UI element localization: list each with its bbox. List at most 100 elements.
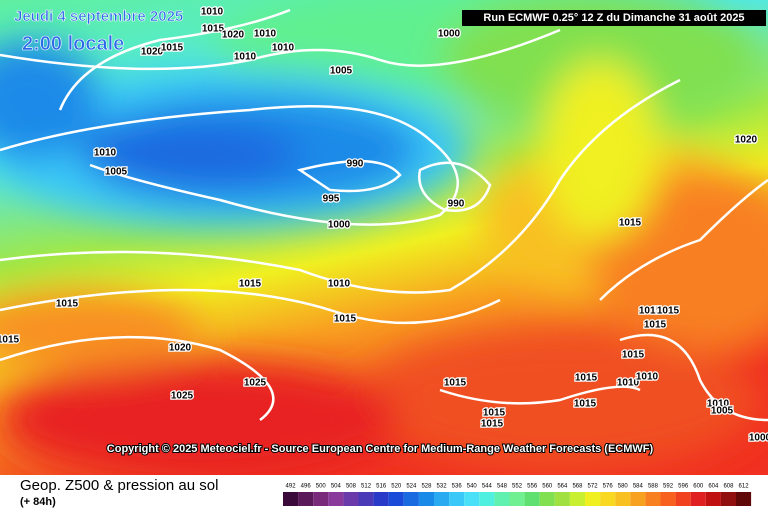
legend-swatch [434,492,450,506]
legend-label: 600 [693,484,704,490]
legend-label: 584 [633,484,644,490]
legend-label: 532 [437,484,448,490]
isobar-label: 1015 [444,378,467,389]
legend-swatch [524,492,540,506]
legend-label: 564 [557,484,568,490]
legend-label: 496 [301,484,312,490]
copyright: Copyright © 2025 Meteociel.fr - Source E… [107,443,654,455]
legend-swatch [690,492,706,506]
legend-label: 492 [286,484,297,490]
legend-swatch [675,492,691,506]
isobar-label: 1015 [622,350,645,361]
isobar-label: 1000 [328,220,351,231]
legend-swatch [600,492,616,506]
isobar-label: 1010 [328,279,351,290]
isobar-label: 1015 [619,218,642,229]
legend-swatch [554,492,570,506]
date: Jeudi 4 septembre 2025 [14,8,183,25]
run-box [462,10,766,26]
isobar-label: 1015 [483,408,506,419]
legend-label: 524 [406,484,417,490]
isobar-label: 990 [347,159,364,170]
legend-swatch [283,492,299,506]
isobar-label: 1015 [56,299,79,310]
legend-label: 588 [648,484,659,490]
isobar-label: 1020 [169,343,192,354]
legend-swatch [585,492,601,506]
isobar-label: 1010 [636,372,659,383]
legend-label: 596 [678,484,689,490]
isobar-label: 1010 [234,52,257,63]
isobar-label: 1015 [657,306,680,317]
legend-label: 560 [542,484,553,490]
isobar-label: 995 [323,194,340,205]
isobar-label: 1015 [202,24,225,35]
legend-label: 528 [421,484,432,490]
isobar-label: 1015 [239,279,262,290]
legend-swatch [705,492,721,506]
footer-title: Geop. Z500 & pression au sol [20,477,218,494]
legend-swatch [479,492,495,506]
legend-swatch [358,492,374,506]
legend-label: 552 [512,484,523,490]
field [0,0,768,480]
legend-label: 580 [618,484,629,490]
isobar-label: 1015 [0,335,20,346]
legend-label: 520 [391,484,402,490]
isobar-label: 1015 [334,314,357,325]
legend-swatch [660,492,676,506]
isobar-label: 1010 [617,378,640,389]
legend-label: 536 [452,484,463,490]
isobar-label: 1015 [644,320,667,331]
isobar-label: 1005 [711,406,734,417]
legend-label: 576 [603,484,614,490]
legend-swatch [645,492,661,506]
legend-swatch [494,492,510,506]
legend-swatch [509,492,525,506]
footer-lead: (+ 84h) [20,496,56,508]
legend-swatch [464,492,480,506]
legend-swatch [373,492,389,506]
legend-swatch [343,492,359,506]
legend-label: 504 [331,484,342,490]
legend-swatch [539,492,555,506]
legend-swatch [313,492,329,506]
legend-swatch [569,492,585,506]
legend-label: 556 [527,484,538,490]
legend-label: 544 [482,484,493,490]
legend-label: 500 [316,484,327,490]
legend-swatch [418,492,434,506]
isobar-label: 1025 [244,378,267,389]
isobar-label: 1000 [749,433,768,444]
isobar-label: 1015 [639,306,662,317]
isobar-label: 1020 [141,47,164,58]
legend-swatch [388,492,404,506]
legend-label: 608 [723,484,734,490]
isobar-label: 1010 [94,148,117,159]
legend-swatch [298,492,314,506]
legend-label: 604 [708,484,719,490]
legend-label: 572 [588,484,599,490]
isobar-label: 1010 [272,43,295,54]
legend-label: 568 [572,484,583,490]
isobar-label: 1010 [707,399,730,410]
isobar-label: 1015 [481,419,504,430]
isobar-label: 1020 [222,30,245,41]
legend-label: 540 [467,484,478,490]
legend-swatch [720,492,736,506]
legend-label: 592 [663,484,674,490]
legend-swatch [630,492,646,506]
isobar-label: 1015 [575,373,598,384]
legend-label: 516 [376,484,387,490]
isobar-label: 1005 [105,167,128,178]
isobar-label: 1015 [574,399,597,410]
legend-swatch [328,492,344,506]
run-info: Run ECMWF 0.25° 12 Z du Dimanche 31 août… [483,12,744,24]
isobars [0,8,768,422]
legend-swatch [403,492,419,506]
isobar-label: 1010 [201,7,224,18]
legend-swatch [449,492,465,506]
isobar-label: 1020 [735,135,758,146]
isobar-label: 1000 [438,29,461,40]
